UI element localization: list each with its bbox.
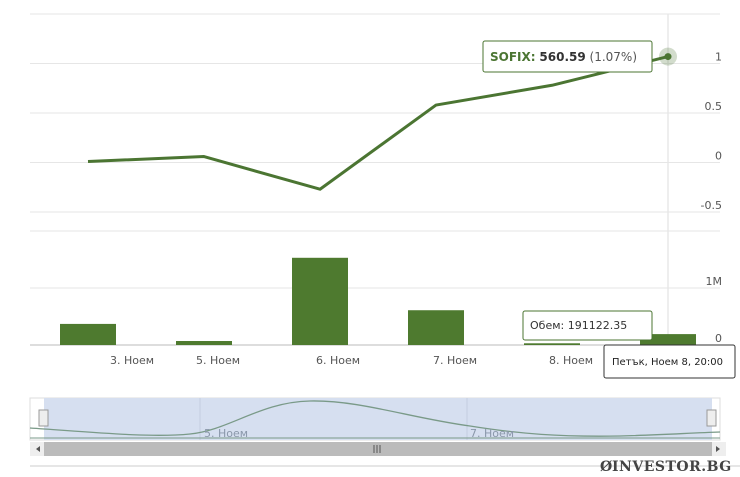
logo: INVESTOR.BG bbox=[612, 459, 732, 475]
tooltip-box bbox=[522, 310, 653, 341]
navigator-label: 7. Ноем bbox=[470, 427, 514, 440]
tooltip-change: (1.07%) bbox=[590, 50, 637, 64]
date-tooltip: Петък, Ноем 8, 20:00 bbox=[603, 344, 736, 379]
tooltip-date: Петък, Ноем 8, 20:00 bbox=[612, 357, 723, 368]
tooltip-text: Обем: 191122.35 bbox=[530, 319, 627, 332]
price-tooltip: SOFIX: 560.59 (1.07%) bbox=[482, 40, 653, 73]
y-tick-label: 0.5 bbox=[705, 100, 723, 113]
line bbox=[87, 55, 669, 191]
y-tick-label: 1M bbox=[706, 275, 723, 288]
tooltip-value: 191122.35 bbox=[568, 319, 628, 332]
y-tick-label: 0 bbox=[715, 332, 722, 345]
scrollbar-thumb[interactable] bbox=[44, 442, 712, 456]
x-tick-label: 5. Ноем bbox=[196, 354, 240, 367]
tooltip-box bbox=[482, 40, 653, 73]
x-tick-label: 8. Ноем bbox=[549, 354, 593, 367]
point bbox=[664, 53, 672, 61]
navigator-label: 5. Ноем bbox=[204, 427, 248, 440]
navigator-window[interactable] bbox=[44, 398, 712, 440]
tooltip-text: SOFIX: 560.59 (1.07%) bbox=[490, 50, 637, 64]
y-tick-label: 1 bbox=[715, 51, 722, 64]
bar bbox=[524, 343, 580, 345]
x-tick-label: 7. Ноем bbox=[433, 354, 477, 367]
x-tick-label: 3. Ноем bbox=[110, 354, 154, 367]
bar bbox=[640, 334, 696, 345]
y-tick-label: -0.5 bbox=[701, 199, 722, 212]
tooltip-label: SOFIX: bbox=[490, 50, 536, 64]
bar bbox=[60, 323, 116, 345]
tooltip-value: 560.59 bbox=[539, 50, 585, 64]
bar bbox=[292, 257, 348, 345]
volume-tooltip: Обем: 191122.35 bbox=[522, 310, 653, 341]
tooltip-box bbox=[603, 344, 736, 379]
navigator-handle[interactable] bbox=[38, 409, 49, 427]
scrollbar-grip bbox=[373, 445, 381, 453]
bar bbox=[408, 310, 464, 345]
x-tick-label: 6. Ноем bbox=[316, 354, 360, 367]
navigator-series bbox=[29, 400, 721, 437]
bar bbox=[176, 341, 232, 345]
logo-icon: Ø bbox=[600, 459, 612, 475]
navigator-handle[interactable] bbox=[706, 409, 717, 427]
tooltip-label: Обем: bbox=[530, 319, 564, 332]
y-tick-label: 0 bbox=[715, 150, 722, 163]
